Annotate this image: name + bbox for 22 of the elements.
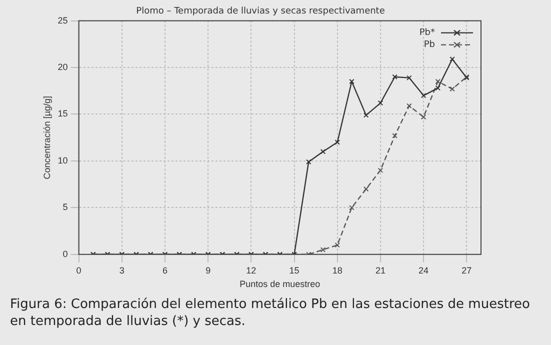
x-tick-label: 18 — [332, 265, 342, 276]
y-axis-title: Concentración [µg/g] — [42, 96, 52, 180]
x-tick-label: 0 — [76, 265, 82, 276]
y-tick-label: 10 — [58, 155, 68, 166]
y-tick-label: 15 — [58, 108, 68, 119]
x-tick-label: 21 — [375, 265, 386, 276]
legend-label: Pb — [424, 40, 436, 50]
x-tick-label: 6 — [162, 265, 168, 276]
x-tick-label: 27 — [462, 265, 472, 276]
x-tick-label: 9 — [206, 265, 211, 276]
x-tick-label: 24 — [418, 265, 429, 276]
chart-title: Plomo – Temporada de lluvias y secas respectivamente — [136, 6, 386, 17]
x-tick-label: 3 — [119, 265, 124, 276]
x-tick-label: 12 — [246, 265, 256, 276]
text: Figura 6: Comparación del elemento metálico Pb en las estaciones de muestreo en temporada de lluvias (*) y secas. — [10, 296, 531, 330]
x-axis-title: Puntos de muestreo — [240, 279, 320, 290]
y-tick-label: 5 — [62, 202, 68, 212]
y-tick-label: 25 — [58, 15, 68, 26]
y-tick-label: 0 — [62, 248, 68, 259]
y-tick-label: 20 — [58, 62, 68, 72]
legend-label: Pb* — [419, 28, 436, 38]
x-tick-label: 15 — [289, 265, 300, 276]
